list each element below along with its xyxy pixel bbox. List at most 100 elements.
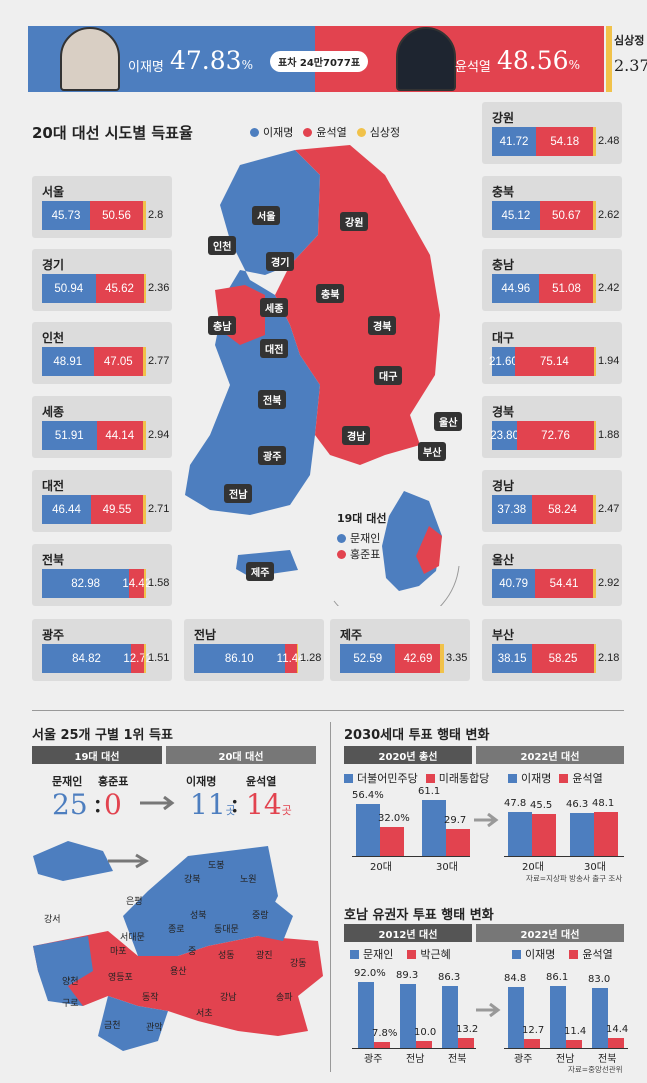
tag-2022-honam: 2022년 대선 bbox=[476, 924, 624, 942]
label-red: 14.4 bbox=[606, 1023, 629, 1035]
inset-legend-hong: 홍준표 bbox=[337, 546, 380, 562]
category-label: 30대 bbox=[584, 862, 606, 873]
gu-label: 동작 bbox=[142, 993, 159, 1003]
inset-title: 19대 대선 bbox=[337, 512, 387, 525]
bar-yoon: 44.14 bbox=[96, 421, 143, 450]
region-card-10: 충북 45.12 50.67 2.62 bbox=[482, 176, 622, 238]
bar-yoon: 54.41 bbox=[535, 569, 593, 598]
map-label-sejong: 세종 bbox=[260, 298, 289, 317]
map-label-ulsan: 울산 bbox=[434, 412, 463, 431]
bar-red bbox=[458, 1038, 474, 1048]
map-red-east bbox=[275, 145, 440, 465]
legend-sim: 심상정 bbox=[356, 124, 400, 140]
region-name: 제주 bbox=[340, 628, 363, 642]
region-card-11: 충남 44.96 51.08 2.42 bbox=[482, 249, 622, 311]
region-name: 전북 bbox=[42, 553, 65, 567]
section-divider bbox=[32, 710, 624, 711]
region-card-14: 경남 37.38 58.24 2.47 bbox=[482, 470, 622, 532]
region-bars: 46.44 49.55 bbox=[42, 495, 146, 524]
moon-count: 25 bbox=[52, 788, 88, 821]
sim-value: 2.77 bbox=[148, 355, 170, 367]
bar-yoon: 12.72 bbox=[123, 644, 152, 673]
gu-label: 은평 bbox=[126, 897, 143, 907]
sim-name: 심상정 bbox=[614, 34, 645, 47]
bar-lee: 40.79 bbox=[492, 569, 536, 598]
bar-sim bbox=[594, 421, 596, 450]
gu-label: 구로 bbox=[62, 999, 79, 1009]
chart-axis bbox=[504, 856, 624, 857]
bar-lee: 21.60 bbox=[489, 347, 518, 376]
region-card-12: 대구 21.60 75.14 1.94 bbox=[482, 322, 622, 384]
gu-label: 금천 bbox=[104, 1021, 121, 1031]
bar-lee: 86.10 bbox=[194, 644, 285, 673]
region-card-4: 대전 46.44 49.55 2.71 bbox=[32, 470, 172, 532]
legend-yoon: 윤석열 bbox=[303, 124, 347, 140]
bar-blue bbox=[422, 799, 446, 856]
bar-sim bbox=[143, 495, 146, 524]
honam-source: 자료=중앙선관위 bbox=[568, 1065, 623, 1074]
bar-lee: 84.82 bbox=[42, 644, 132, 673]
bar-yoon: 58.25 bbox=[532, 644, 594, 673]
lee-name: 이재명 bbox=[128, 60, 164, 75]
category-label: 30대 bbox=[436, 862, 458, 873]
bar-blue bbox=[358, 981, 374, 1048]
region-bars: 45.73 50.56 bbox=[42, 201, 146, 230]
gu-label: 중랑 bbox=[252, 911, 269, 921]
map-label-jeju: 제주 bbox=[246, 562, 275, 581]
bar-yoon: 54.18 bbox=[536, 127, 594, 156]
region-bars: 44.96 51.08 bbox=[492, 274, 596, 303]
bar-sim bbox=[593, 495, 596, 524]
colon-2: : bbox=[230, 786, 240, 819]
sim-value: 1.28 bbox=[300, 652, 322, 664]
bar-red bbox=[446, 828, 470, 856]
bar-sim bbox=[144, 569, 146, 598]
category-label: 전남 bbox=[556, 1054, 575, 1065]
yoon-count: 14곳 bbox=[246, 788, 292, 821]
gu-label: 양천 bbox=[62, 977, 79, 987]
sim-value: 1.51 bbox=[148, 652, 170, 664]
tag-2020: 2020년 총선 bbox=[344, 746, 472, 764]
label-blue: 89.3 bbox=[396, 969, 419, 981]
bar-lee: 45.73 bbox=[42, 201, 90, 230]
bar-sim bbox=[143, 347, 146, 376]
tag-2022-youth: 2022년 대선 bbox=[476, 746, 624, 764]
label-hong: 홍준표 bbox=[98, 775, 129, 788]
gu-label: 노원 bbox=[240, 875, 257, 885]
map-label-daegu: 대구 bbox=[374, 366, 403, 385]
label-blue: 56.4% bbox=[352, 790, 384, 802]
region-card-1: 경기 50.94 45.62 2.36 bbox=[32, 249, 172, 311]
region-bars: 23.80 72.76 bbox=[490, 421, 596, 450]
sim-value: 3.35 bbox=[446, 652, 468, 664]
region-name: 인천 bbox=[42, 331, 65, 345]
sim-value: 2.92 bbox=[598, 577, 620, 589]
map-label-incheon: 인천 bbox=[208, 236, 237, 255]
label-red: 12.7 bbox=[522, 1024, 545, 1036]
region-bars: 82.98 14.42 bbox=[42, 569, 151, 598]
region-bars: 45.12 50.67 bbox=[492, 201, 596, 230]
lee-pct: 47.83% bbox=[170, 46, 253, 75]
bar-yoon: 51.08 bbox=[539, 274, 594, 303]
region-card-3: 세종 51.91 44.14 2.94 bbox=[32, 396, 172, 458]
label-red: 13.2 bbox=[456, 1024, 479, 1036]
category-label: 광주 bbox=[364, 1054, 383, 1065]
region-name: 대전 bbox=[42, 479, 65, 493]
bar-blue bbox=[592, 988, 608, 1048]
gu-label: 서초 bbox=[196, 1009, 213, 1019]
region-name: 부산 bbox=[492, 628, 515, 642]
region-name: 광주 bbox=[42, 628, 65, 642]
region-bars: 86.10 11.44 bbox=[194, 644, 305, 673]
bar-red bbox=[608, 1037, 624, 1048]
label-blue: 83.0 bbox=[588, 974, 611, 986]
seoul-map bbox=[33, 841, 323, 1051]
sim-value: 2.71 bbox=[148, 503, 170, 515]
region-bars: 38.15 58.25 bbox=[492, 644, 596, 673]
gu-label: 성동 bbox=[218, 951, 235, 961]
bar-lee: 51.91 bbox=[42, 421, 97, 450]
region-name: 세종 bbox=[42, 405, 65, 419]
bar-yoon: 11.44 bbox=[277, 644, 305, 673]
bar-blue bbox=[508, 812, 532, 856]
gu-label: 마포 bbox=[110, 947, 127, 957]
legend-lee: 이재명 bbox=[250, 124, 293, 140]
bar-blue bbox=[442, 985, 458, 1048]
region-name: 서울 bbox=[42, 185, 65, 199]
